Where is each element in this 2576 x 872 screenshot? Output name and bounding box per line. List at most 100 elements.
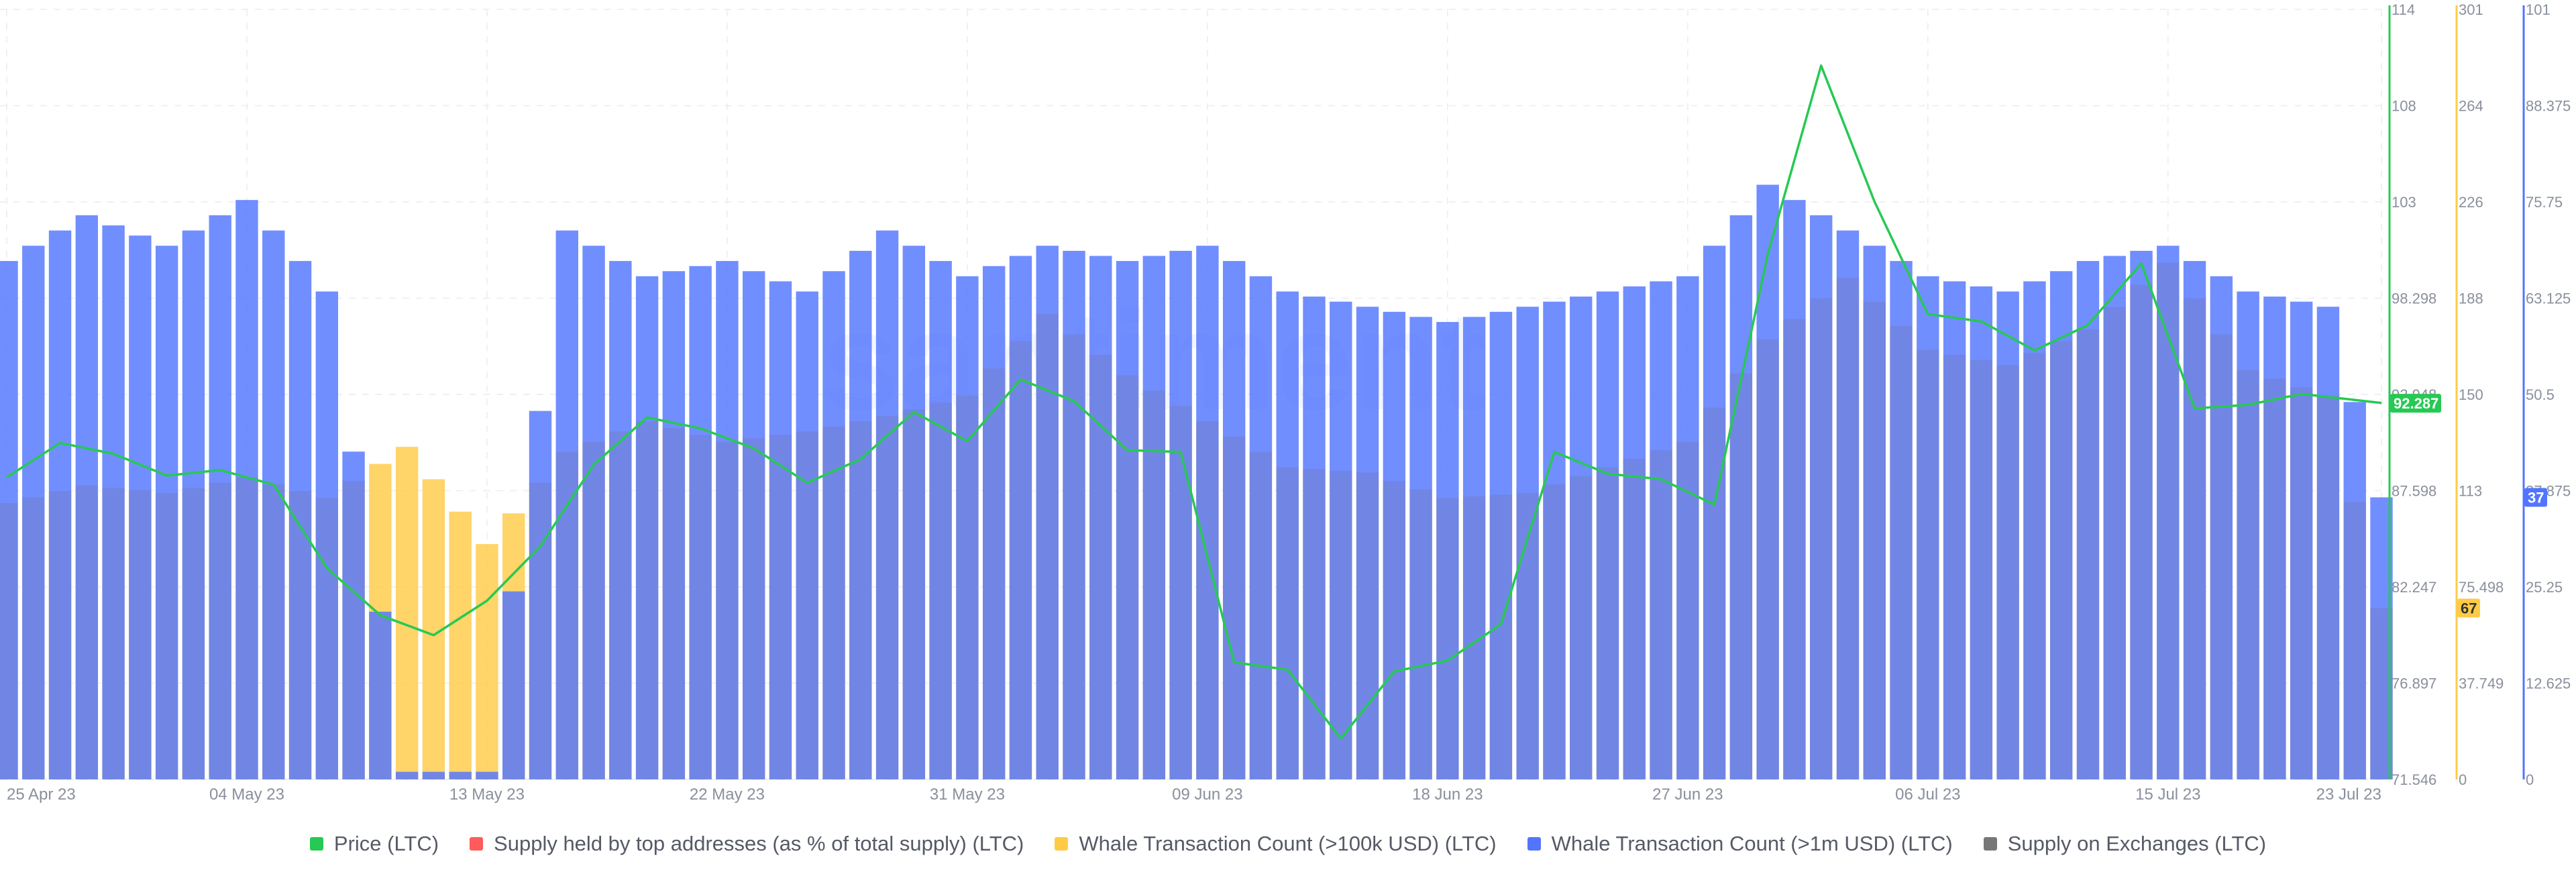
whale_100k-tick-label: 113 (2459, 483, 2482, 500)
price-tick-label: 82.247 (2392, 579, 2436, 596)
chart-svg: santiment 71.54676.89782.24787.59892.948… (0, 1, 2571, 804)
whale-1m-bar (1436, 322, 1459, 780)
whale-1m-bar (129, 235, 152, 780)
legend-item[interactable]: Supply held by top addresses (as % of to… (470, 832, 1024, 856)
whale-1m-bar (1836, 230, 1860, 779)
whale-1m-bar (1036, 246, 1059, 779)
whale-1m-bar (689, 266, 712, 780)
price-tick-label: 98.298 (2392, 290, 2436, 307)
whale-1m-bar (796, 291, 818, 779)
whale-1m-bar (1970, 286, 1993, 779)
whale-1m-bar (1063, 250, 1085, 780)
whale-1m-bar (48, 230, 72, 779)
whale_1m-tick-label: 12.625 (2526, 675, 2571, 692)
whale_1m-tick-label: 75.75 (2526, 194, 2563, 211)
price-current-badge (2390, 394, 2441, 413)
whale_1m-current-label: 37 (2528, 489, 2544, 506)
whale-1m-bar (849, 250, 872, 780)
x-tick-label: 06 Jul 23 (1895, 785, 1960, 804)
whale-1m-bar (1409, 317, 1432, 779)
price-current-label: 92.287 (2394, 395, 2438, 412)
whale_100k-tick-label: 226 (2459, 194, 2483, 211)
whale-1m-bar (769, 281, 792, 779)
legend-label: Price (LTC) (333, 832, 439, 855)
legend-item[interactable]: Whale Transaction Count (>100k USD) (LTC… (1055, 832, 1497, 856)
whale-1m-bar (2237, 291, 2259, 779)
whale-1m-bar (1917, 276, 1939, 779)
whale-1m-bar (75, 215, 99, 779)
whale-1m-bar (235, 200, 258, 779)
whale-1m-bar (1890, 261, 1913, 779)
whale-1m-bar (1863, 246, 1886, 779)
whale-1m-bar (1249, 276, 1273, 779)
whale-1m-bar (1303, 296, 1326, 779)
whale-1m-bar (1222, 261, 1246, 779)
whale-1m-bar (822, 271, 845, 779)
whale-1m-bar (2103, 256, 2126, 779)
whale-1m-bar (1276, 291, 1299, 779)
whale_100k-current-badge (2457, 598, 2480, 618)
whale-1m-bar (1330, 301, 1352, 779)
whale-1m-bar (662, 271, 686, 779)
whale-1m-bar (609, 261, 632, 779)
whale-1m-bar (2049, 271, 2073, 779)
price-tick-label: 71.546 (2392, 771, 2436, 788)
whale_1m-tick-label: 25.25 (2526, 579, 2563, 596)
whale-1m-bar (1729, 215, 1753, 779)
whale_100k-tick-label: 264 (2459, 98, 2483, 115)
whale-1m-bar (1623, 286, 1646, 779)
whale-1m-bar (2343, 402, 2366, 779)
x-tick-label: 15 Jul 23 (2135, 785, 2200, 804)
whale-1m-bar (582, 246, 605, 779)
whale_100k-tick-label: 150 (2459, 386, 2483, 403)
whale-1m-bar (2130, 250, 2153, 780)
x-tick-label: 04 May 23 (209, 785, 284, 804)
whale-1m-bar (155, 246, 178, 779)
whale-1m-bar (2183, 261, 2206, 779)
whale-1m-bar (1169, 250, 1192, 780)
x-tick-label: 22 May 23 (690, 785, 765, 804)
whale-1m-bar (902, 246, 926, 779)
x-tick-label: 13 May 23 (449, 785, 525, 804)
legend-label: Whale Transaction Count (>100k USD) (LTC… (1079, 832, 1497, 855)
whale-1m-bar (1756, 184, 1779, 779)
whale-1m-bar (1142, 256, 1166, 779)
legend-label: Supply held by top addresses (as % of to… (494, 832, 1024, 855)
whale-100k-bar (395, 447, 419, 779)
whale-1m-bar (1943, 281, 1966, 779)
x-tick-label: 27 Jun 23 (1652, 785, 1723, 804)
x-tick-label: 09 Jun 23 (1172, 785, 1242, 804)
whale-1m-bar (1356, 307, 1379, 780)
legend-swatch (1983, 837, 1997, 851)
whale-1m-bar (1009, 256, 1032, 779)
whale-1m-bar (1570, 296, 1593, 779)
whale-1m-bar (262, 230, 285, 779)
whale-1m-bar (369, 611, 392, 779)
whale-1m-bar (2023, 281, 2046, 779)
legend-item[interactable]: Supply on Exchanges (LTC) (1983, 832, 2266, 856)
legend-swatch (470, 837, 484, 851)
whale-1m-bar (102, 225, 125, 779)
whale_1m-current-badge (2524, 488, 2547, 507)
whale_1m-tick-label: 50.5 (2526, 386, 2555, 403)
price-tick-label: 103 (2392, 194, 2416, 211)
whale-1m-bar (956, 276, 979, 779)
whale-1m-bar (1676, 276, 1699, 779)
legend-item[interactable]: Price (LTC) (309, 832, 439, 856)
legend-label: Whale Transaction Count (>1m USD) (LTC) (1551, 832, 1953, 855)
whale-1m-bar (1996, 291, 2019, 779)
whale-1m-bar (395, 771, 419, 779)
whale-1m-bar (1089, 256, 1112, 779)
whale-1m-bar (1516, 307, 1539, 780)
whale-1m-bar (209, 215, 231, 779)
whale_1m-tick-label: 101 (2526, 1, 2551, 18)
legend-item[interactable]: Whale Transaction Count (>1m USD) (LTC) (1527, 832, 1953, 856)
whale-1m-bar (982, 266, 1006, 780)
x-tick-label: 18 Jun 23 (1412, 785, 1483, 804)
whale-1m-bars (0, 184, 2393, 780)
whale_1m-tick-label: 63.125 (2526, 290, 2571, 307)
whale-1m-bar (288, 261, 312, 779)
whale_100k-tick-label: 75.498 (2459, 579, 2504, 596)
whale-1m-bar (2316, 307, 2340, 780)
whale-1m-bar (2290, 301, 2313, 779)
